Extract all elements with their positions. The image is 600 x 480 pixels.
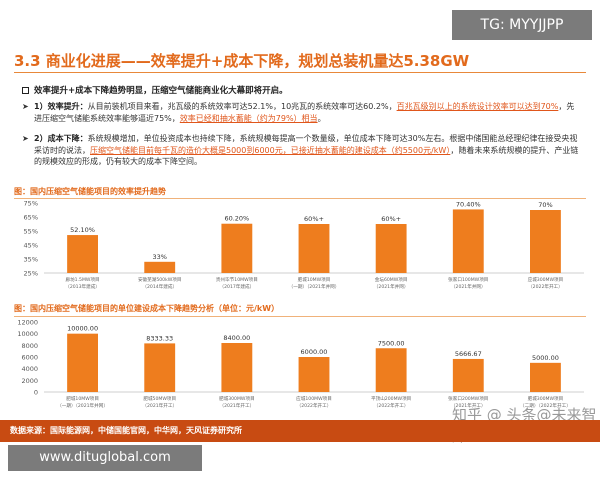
x-tick-label: 肥城10MW项目 [298,276,331,283]
point-highlight: 效率已经和抽水蓄能（约为79%）相当 [179,113,318,123]
x-tick-label: （一期）（2021年并网） [289,283,340,290]
y-tick-label: 55% [24,228,38,236]
x-tick-label: 肥城300MW项目 [528,395,564,402]
x-tick-label: 应城300MW项目 [528,276,564,283]
x-tick-label: （2021年开工） [142,402,177,409]
bar [221,343,253,392]
bar-data-label: 8333.33 [146,334,173,342]
footer-source: 数据来源：国际能源网，中储国能官网，中华网，天风证券研究所 [10,426,242,435]
point-text: 系统规模增加，单位投资成本也持续下降，系统规模每提高一个数量级，单位成本下降可达… [34,134,578,155]
bar [67,333,98,392]
x-tick-label: 金坛60MW项目 [375,276,408,283]
y-tick-label: 0 [34,389,38,397]
x-tick-label: 廊坊1.5MW项目 [65,276,99,283]
x-tick-label: （2021年开工） [220,402,255,409]
caption-divider [14,198,586,199]
page-title: 3.3 商业化进展——效率提升+成本下降，规划总装机量达5.38GW [14,52,470,70]
main-bullet: 效率提升+成本下降趋势明显，压缩空气储能商业化大幕即将开启。 [22,84,288,96]
point-highlight: 压缩空气储能目前每千瓦的造价大概是5000到6000元，已接近抽水蓄能的建设成本… [90,145,451,155]
bar-data-label: 33% [152,253,166,261]
bar [144,343,176,392]
bar [67,235,98,273]
main-bullet-text: 效率提升+成本下降趋势明显，压缩空气储能商业化大幕即将开启。 [34,86,288,96]
x-tick-label: 肥城300MW项目 [219,395,255,402]
y-tick-label: 25% [24,270,38,278]
point-efficiency: ➤ 1）效率提升：从目前装机项目来看，兆瓦级的系统效率可达52.1%，10兆瓦的… [22,101,582,124]
x-tick-label: 肥城50MW项目 [143,395,176,402]
x-tick-label: 张家口200MW项目 [448,395,488,402]
bar [452,358,484,392]
bar [298,224,330,273]
watermark-top-right: TG: MYYJJPP [452,10,592,40]
x-tick-label: （2013年建成） [65,283,100,290]
y-tick-label: 8000 [21,342,38,350]
chart-title: 图：国内压缩空气储能项目的效率提升趋势 [14,187,166,196]
x-tick-label: 应城100MW项目 [296,395,332,402]
bar-data-label: 60.20% [224,215,249,223]
square-bullet-icon [22,87,29,94]
bar [298,357,330,392]
point-text: ，先进压缩空气储能系统效率能够逼近75%， [34,102,575,123]
bar-data-label: 60%+ [304,215,324,223]
x-tick-label: （2021年开工） [451,402,486,409]
y-tick-label: 75% [24,200,38,208]
x-tick-label: （2014年建成） [142,283,177,290]
title-divider [14,72,586,73]
x-tick-label: （2017年建成） [220,283,255,290]
x-tick-label: 张家口100MW项目 [448,276,488,283]
chevron-right-icon: ➤ [22,134,29,143]
bar [375,224,407,273]
x-tick-label: （2022年开工） [297,402,332,409]
x-tick-label: 肥城10MW项目 [66,395,99,402]
point-highlight: 百兆瓦级别以上的系统设计效率可以达到70% [396,102,559,111]
x-tick-label: 贵州毕节10MW项目 [216,276,258,283]
y-tick-label: 65% [24,214,38,222]
y-tick-label: 4000 [21,365,38,373]
y-tick-label: 6000 [21,354,38,362]
bar [452,209,484,273]
x-tick-label: （2022年开工） [528,283,563,290]
x-tick-label: 平顶山200MW项目 [371,395,411,402]
point-cost: ➤ 2）成本下降：系统规模增加，单位投资成本也持续下降，系统规模每提高一个数量级… [22,133,582,168]
x-tick-label: （2021年并网） [374,283,409,290]
bar [530,362,561,392]
watermark-bottom-left: www.dituglobal.com [8,445,202,471]
point-text: ，随着未来系统规模的提升、产业链的规模效应的形成，仍有较大的成本下降空间。 [34,145,579,167]
y-tick-label: 45% [24,242,38,250]
bar [375,348,407,392]
x-tick-label: （2021年并网） [451,283,486,290]
bar-data-label: 8400.00 [223,334,250,342]
x-tick-label: （2022年开工） [374,402,409,409]
chevron-right-icon: ➤ [22,102,29,111]
bar-data-label: 70% [538,201,552,209]
bar [221,223,253,273]
bar-data-label: 7500.00 [378,339,405,347]
bar-data-label: 10000.00 [67,325,98,333]
point-text: 。 [317,113,326,123]
y-tick-label: 2000 [21,377,38,385]
y-tick-label: 35% [24,256,38,264]
x-tick-label: （一期）（2021年并网） [57,402,108,409]
bar-data-label: 5000.00 [532,354,559,362]
caption-divider [14,316,586,317]
bar-data-label: 5666.67 [455,350,482,358]
bar-data-label: 52.10% [70,226,95,234]
point-text: 从目前装机项目来看，兆瓦级的系统效率可达52.1%，10兆瓦的系统效率可达60.… [87,102,397,111]
point-lead: 2）成本下降： [34,134,88,143]
point-lead: 1）效率提升： [34,102,88,111]
bar [530,210,561,273]
chart-title: 图：国内压缩空气储能项目的单位建设成本下降趋势分析（单位：元/kW） [14,304,280,313]
bar [144,261,176,273]
x-tick-label: 安徽芜湖500kW项目 [138,276,182,283]
bar-data-label: 6000.00 [301,348,328,356]
x-tick-label: （二期）（2022年开工） [520,402,571,409]
bar-data-label: 70.40% [456,200,481,208]
footer-bar [0,420,600,442]
y-tick-label: 10000 [17,330,38,338]
bar-data-label: 60%+ [381,215,401,223]
y-tick-label: 12000 [17,319,38,327]
